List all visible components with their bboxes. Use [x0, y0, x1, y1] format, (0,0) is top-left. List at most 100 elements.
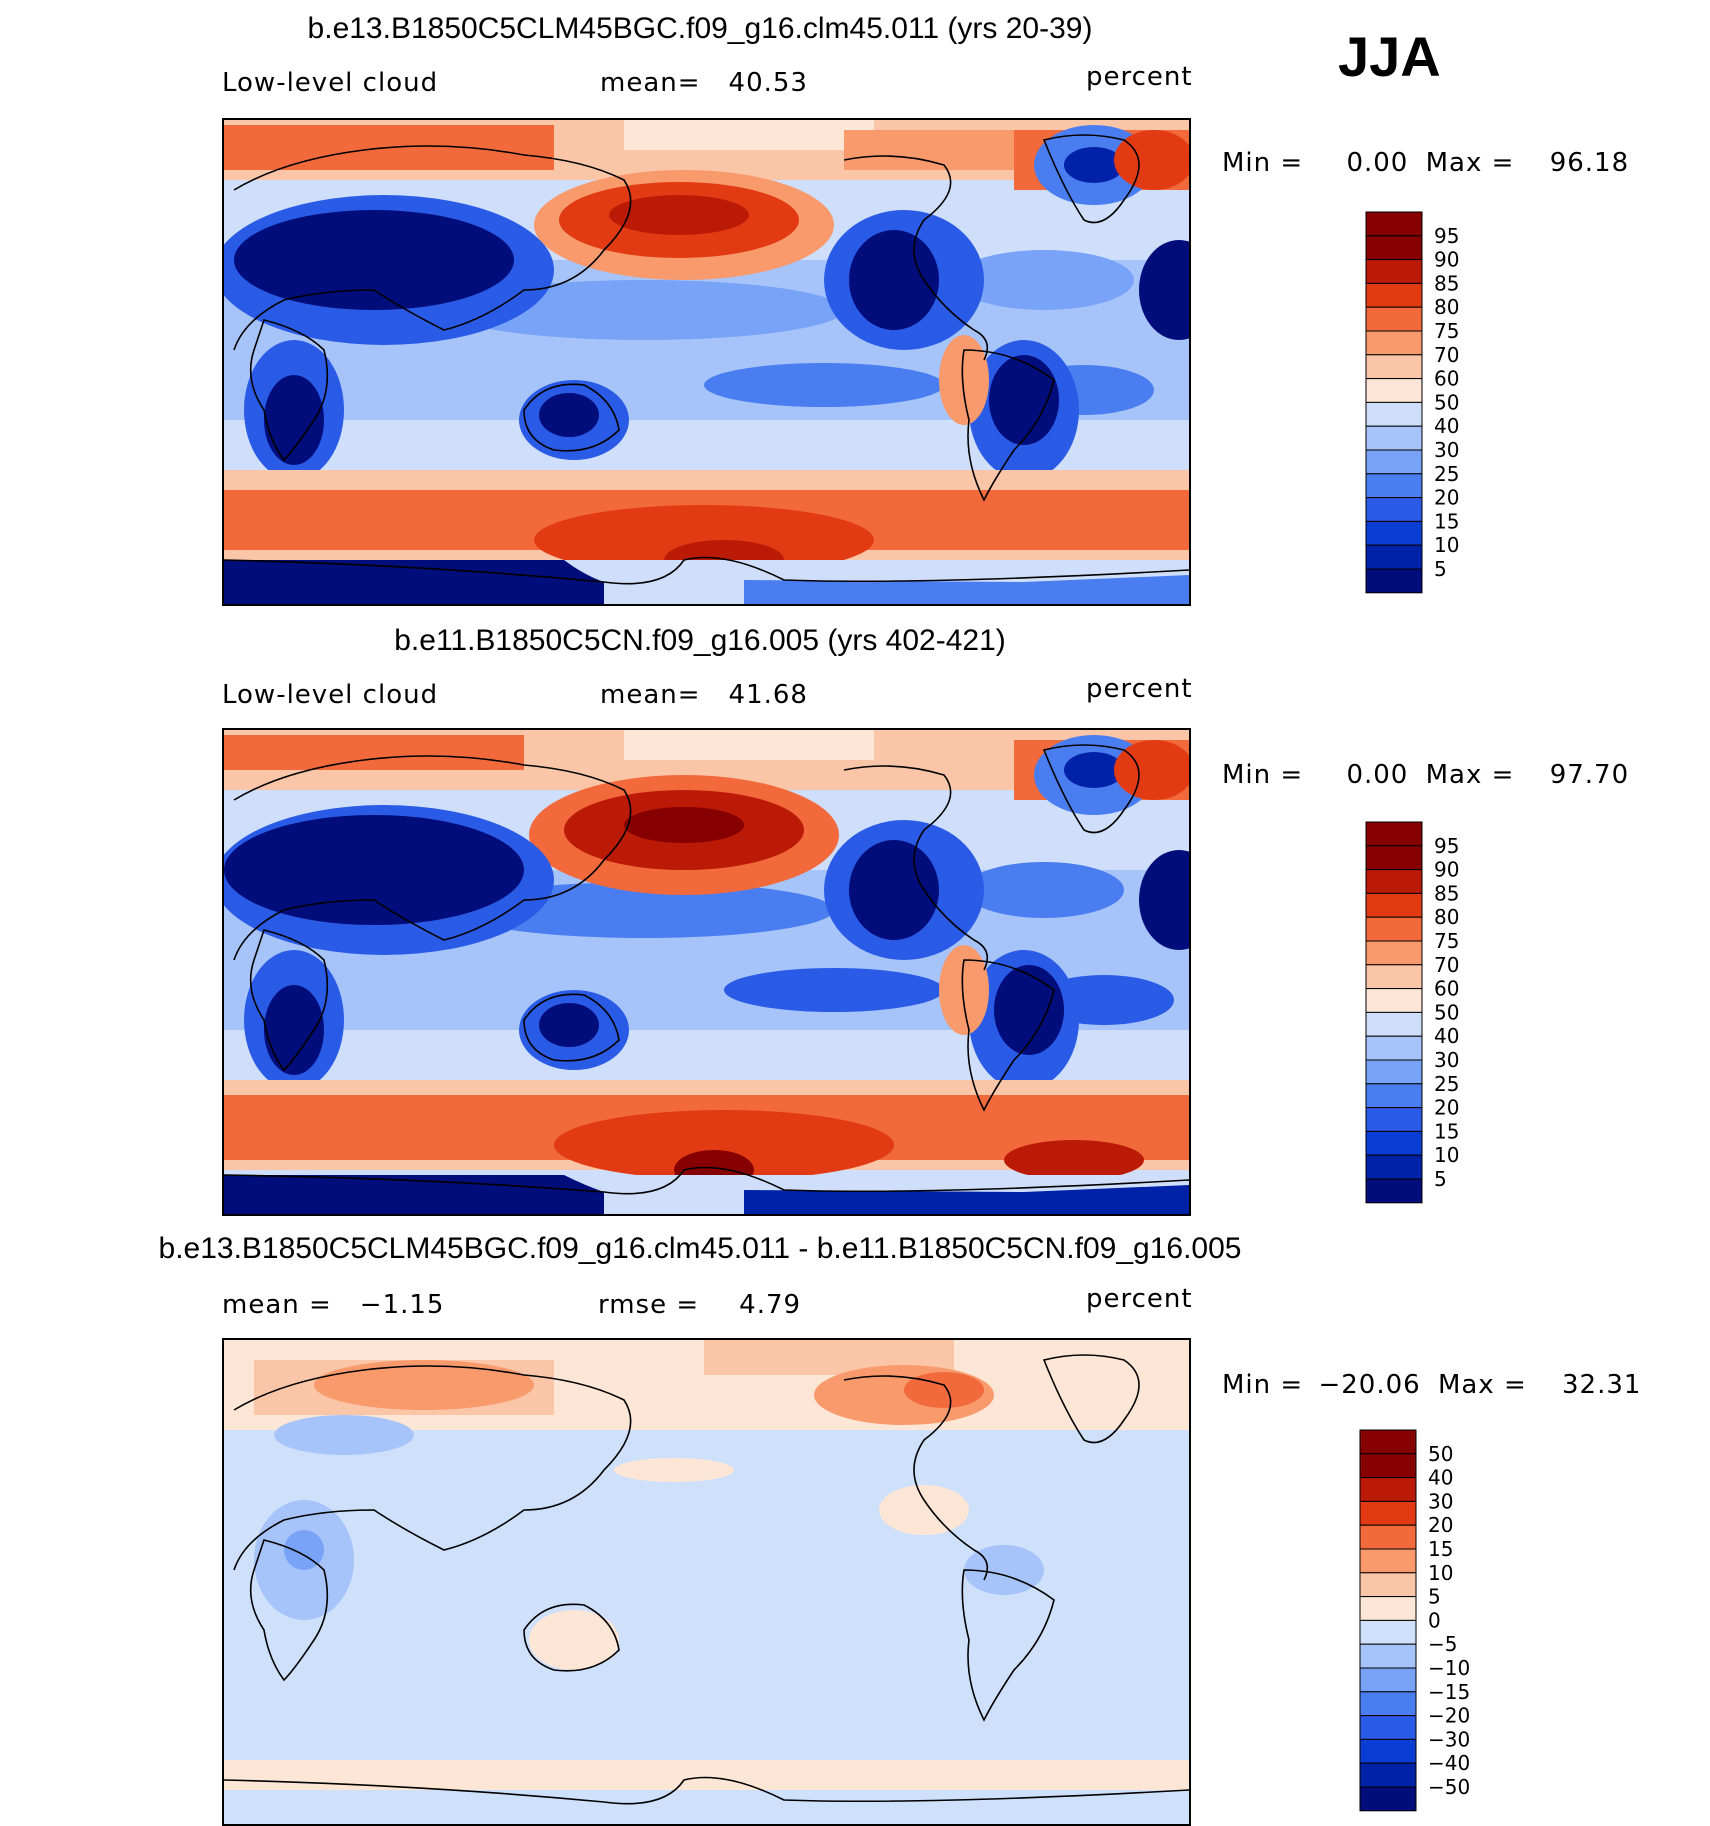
panel-3-rmse-label: rmse = [598, 1290, 700, 1320]
colorbar-box [1365, 1011, 1423, 1037]
colorbar-tick-label: −5 [1428, 1632, 1457, 1656]
panel-3-field [224, 1340, 1189, 1824]
colorbar-box [1365, 235, 1423, 261]
colorbar-tick-label: 60 [1434, 367, 1459, 391]
panel-1-max-value: 96.18 [1549, 148, 1630, 178]
colorbar-tick-label: 50 [1428, 1442, 1453, 1466]
colorbar-tick-label: 10 [1428, 1561, 1453, 1585]
colorbar-tick-label: 5 [1434, 557, 1447, 581]
colorbar-box [1365, 544, 1423, 570]
colorbar-tick-label: 40 [1428, 1466, 1453, 1490]
colorbar-box [1365, 259, 1423, 284]
colorbar-box [1365, 282, 1423, 308]
panel-3-max-value: 32.31 [1562, 1370, 1642, 1400]
colorbar-tick-label: 30 [1428, 1489, 1453, 1513]
colorbar-box [1365, 520, 1423, 546]
colorbar-box [1365, 306, 1423, 332]
colorbar-box [1365, 821, 1423, 847]
colorbar-tick-label: −20 [1428, 1704, 1470, 1728]
colorbar-tick-label: −15 [1428, 1680, 1470, 1704]
colorbar-box [1365, 568, 1423, 594]
colorbar-box [1365, 378, 1423, 403]
colorbar-box [1359, 1548, 1417, 1574]
panel-1-title: b.e13.B1850C5CLM45BGC.f09_g16.clm45.011 … [307, 12, 1093, 45]
colorbar-box [1359, 1619, 1417, 1645]
colorbar-box [1359, 1572, 1417, 1598]
colorbar-tick-label: 30 [1434, 1048, 1459, 1072]
panel-1-min-label: Min = [1222, 148, 1304, 178]
colorbar-box [1365, 964, 1423, 990]
colorbar-tick-label: −50 [1428, 1775, 1470, 1799]
colorbar-tick-label: 85 [1434, 271, 1459, 295]
panel-1-mean-label: mean= [600, 68, 701, 98]
colorbar-tick-label: 60 [1434, 977, 1459, 1001]
colorbar-tick-label: 25 [1434, 462, 1459, 486]
colorbar-tick-label: 95 [1434, 224, 1459, 248]
panel-2-colorbar: 95 90 85 80 75 70 60 50 40 30 25 20 15 10 5 [1365, 821, 1476, 1206]
panel-1-units: percent [1086, 62, 1193, 92]
colorbar-box [1365, 330, 1423, 356]
colorbar-box [1365, 354, 1423, 380]
colorbar-box [1365, 988, 1423, 1013]
panel-1-mean-value: 40.53 [728, 68, 808, 98]
panel-2-title: b.e11.B1850C5CN.f09_g16.005 (yrs 402-421… [394, 624, 1006, 657]
colorbar-tick-label: 15 [1434, 509, 1459, 533]
panel-2-max-label: Max = [1425, 760, 1515, 790]
colorbar-tick-label: 40 [1434, 1024, 1459, 1048]
panel-2-units: percent [1086, 674, 1193, 704]
colorbar-tick-label: 0 [1428, 1608, 1441, 1632]
panel-2-mean-value: 41.68 [728, 680, 808, 710]
colorbar-tick-label: 15 [1434, 1119, 1459, 1143]
colorbar-tick-label: 90 [1434, 248, 1459, 272]
panel-3-minmax: Min = −20.06 Max = 32.31 [1222, 1370, 1641, 1400]
panel-2-field [224, 730, 1189, 1214]
colorbar-box [1365, 1035, 1423, 1061]
colorbar-box [1365, 211, 1423, 237]
panel-2-mean: mean= 41.68 [600, 680, 808, 710]
panel-1-variable-label: Low-level cloud [222, 68, 439, 98]
panel-2-minmax: Min = 0.00 Max = 97.70 [1222, 760, 1629, 790]
colorbar-box [1359, 1715, 1417, 1740]
panel-1-min-value: 0.00 [1346, 148, 1409, 178]
colorbar-box [1359, 1500, 1417, 1526]
colorbar-box [1365, 1178, 1423, 1204]
colorbar-tick-label: 10 [1434, 533, 1459, 557]
panel-2-mean-label: mean= [600, 680, 701, 710]
panel-2-min-label: Min = [1222, 760, 1304, 790]
colorbar-box [1365, 892, 1423, 918]
panel-3-title: b.e13.B1850C5CLM45BGC.f09_g16.clm45.011 … [158, 1232, 1242, 1265]
colorbar-box [1359, 1691, 1417, 1717]
panel-2-min-value: 0.00 [1346, 760, 1409, 790]
colorbar-box [1365, 940, 1423, 966]
panel-3-rmse-value: 4.79 [739, 1290, 802, 1320]
colorbar-box [1365, 1154, 1423, 1180]
colorbar-tick-label: 20 [1434, 1096, 1459, 1120]
colorbar-box [1359, 1643, 1417, 1669]
colorbar-tick-label: 40 [1434, 414, 1459, 438]
colorbar-box [1359, 1453, 1417, 1479]
panel-3-rmse: rmse = 4.79 [598, 1290, 801, 1320]
colorbar-box [1365, 1130, 1423, 1156]
colorbar-tick-label: −30 [1428, 1727, 1470, 1751]
panel-3-units: percent [1086, 1284, 1193, 1314]
colorbar-tick-label: 80 [1434, 905, 1459, 929]
colorbar-tick-label: 70 [1434, 343, 1459, 367]
colorbar-box [1359, 1477, 1417, 1502]
colorbar-tick-label: 25 [1434, 1072, 1459, 1096]
colorbar-tick-label: 20 [1434, 486, 1459, 510]
panel-1-mean: mean= 40.53 [600, 68, 808, 98]
colorbar-tick-label: 5 [1428, 1585, 1441, 1609]
colorbar-box [1359, 1429, 1417, 1455]
colorbar-box [1359, 1762, 1417, 1788]
colorbar-tick-label: 70 [1434, 953, 1459, 977]
colorbar-box [1359, 1596, 1417, 1621]
colorbar-box [1365, 1107, 1423, 1132]
colorbar-tick-label: 10 [1434, 1143, 1459, 1167]
colorbar-tick-label: 15 [1428, 1537, 1453, 1561]
colorbar-tick-label: −40 [1428, 1751, 1470, 1775]
colorbar-box [1365, 425, 1423, 451]
colorbar-tick-label: 95 [1434, 834, 1459, 858]
panel-2-map [222, 728, 1191, 1216]
colorbar-box [1365, 401, 1423, 427]
colorbar-box [1365, 449, 1423, 475]
